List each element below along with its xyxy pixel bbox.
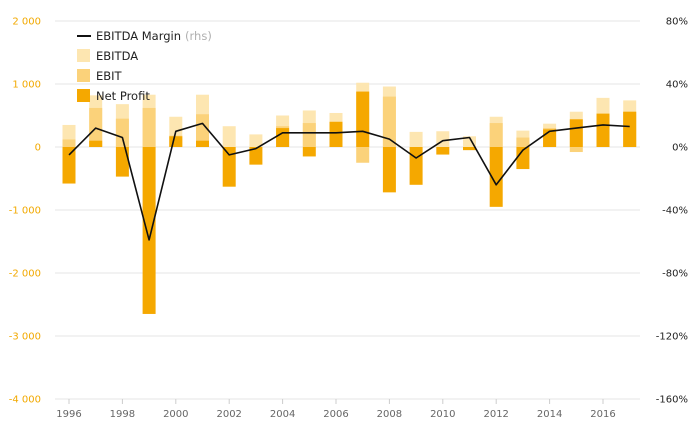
ebitda-bar — [222, 126, 236, 147]
x-tick-label: 2000 — [163, 409, 188, 420]
x-tick-label: 2006 — [323, 409, 348, 420]
net-profit-bar — [436, 147, 450, 155]
y-left-tick-label: -4 000 — [9, 395, 41, 406]
ebit-bar — [196, 114, 209, 147]
y-left-tick-label: 0 — [35, 143, 41, 154]
net-profit-bar — [329, 121, 343, 147]
y-left-tick-label: 2 000 — [12, 17, 41, 28]
y-left-tick-label: 1 000 — [12, 80, 41, 91]
x-tick-label: 2010 — [430, 409, 455, 420]
y-left-tick-label: -2 000 — [9, 269, 41, 280]
net-profit-bar — [196, 140, 209, 147]
y-right-tick-label: -120% — [656, 332, 688, 343]
net-profit-bar — [142, 147, 156, 314]
ebit-bar — [62, 139, 76, 147]
net-profit-bar — [356, 91, 370, 147]
net-profit-bar — [62, 147, 76, 184]
x-tick-label: 1996 — [56, 409, 81, 420]
x-tick-label: 2002 — [216, 409, 241, 420]
line-layer — [68, 122, 630, 241]
legend-name: EBITDA — [96, 49, 138, 63]
net-profit-bar — [249, 147, 263, 165]
ebitda-bar — [436, 131, 450, 147]
ebitda-bar — [249, 134, 263, 147]
x-tick-label: 1998 — [110, 409, 135, 420]
net-profit-bar — [222, 147, 236, 187]
x-tick-label: 2008 — [377, 409, 402, 420]
legend-swatch-ebit — [77, 69, 90, 82]
y-right-tick-label: 0% — [672, 143, 688, 154]
legend-name: Net Profit — [96, 89, 150, 103]
ebit-bar — [569, 147, 583, 153]
x-tick-label: 2004 — [270, 409, 295, 420]
ebit-bar — [302, 123, 316, 147]
ebit-bar — [115, 118, 129, 147]
net-profit-bar — [463, 147, 476, 151]
net-profit-bar — [302, 147, 316, 157]
net-profit-bar — [169, 136, 183, 147]
y-right-tick-label: 80% — [666, 17, 688, 28]
legend-label-ebitda: EBITDA — [96, 49, 138, 63]
net-profit-bar — [596, 113, 610, 147]
ebitda-bar — [463, 136, 476, 147]
net-profit-bar — [89, 140, 103, 147]
net-profit-bar — [276, 128, 290, 147]
legend-swatch-ebitda — [77, 49, 90, 62]
ebit-bar — [489, 123, 503, 147]
ebit-bar — [516, 137, 530, 147]
net-profit-bar — [623, 111, 637, 147]
legend-swatch-net-profit — [77, 89, 90, 102]
y-left-tick-label: -1 000 — [9, 206, 41, 217]
axes-layer: 2 000 1 000 0 -1 000 -2 000 -3 000 -4 000 80% 40… — [9, 17, 688, 421]
ebitda-bar — [409, 131, 423, 147]
ebit-bar — [382, 96, 396, 147]
bars-layer — [62, 82, 637, 314]
net-profit-bar — [569, 119, 583, 147]
ebit-bar — [356, 147, 370, 163]
legend-label-net-profit: Net Profit — [96, 89, 150, 103]
x-tick-label: 2014 — [537, 409, 562, 420]
net-profit-bar — [382, 147, 396, 193]
x-tick-label: 2012 — [483, 409, 508, 420]
y-right-tick-label: -160% — [656, 395, 688, 406]
legend-label-ebitda-margin: EBITDA Margin (rhs) — [96, 29, 212, 43]
legend: EBITDA Margin (rhs) EBITDA EBIT Net Profit — [77, 29, 212, 103]
ebitda-margin-line — [68, 122, 630, 241]
y-right-tick-label: -80% — [662, 269, 688, 280]
net-profit-bar — [115, 147, 129, 177]
x-tick-label: 2016 — [590, 409, 615, 420]
net-profit-bar — [516, 147, 530, 170]
legend-suffix: (rhs) — [185, 29, 212, 43]
y-right-tick-label: -40% — [662, 206, 688, 217]
net-profit-bar — [489, 147, 503, 207]
legend-label-ebit: EBIT — [96, 69, 123, 83]
net-profit-bar — [409, 147, 423, 185]
ebit-bar — [142, 107, 156, 147]
y-right-tick-label: 40% — [666, 80, 688, 91]
legend-name: EBITDA Margin — [96, 29, 181, 43]
legend-name: EBIT — [96, 69, 123, 83]
y-left-tick-label: -3 000 — [9, 332, 41, 343]
